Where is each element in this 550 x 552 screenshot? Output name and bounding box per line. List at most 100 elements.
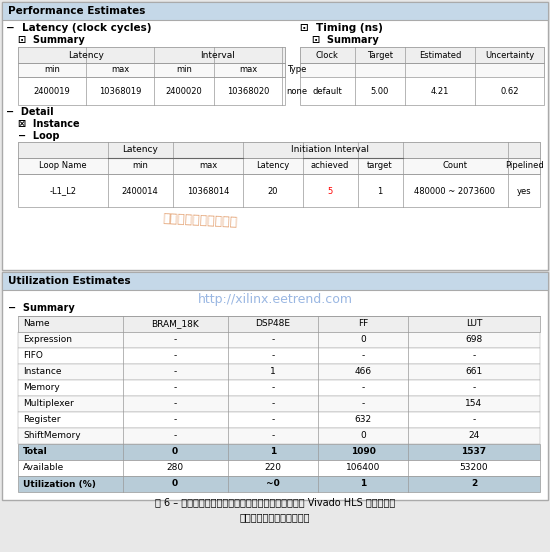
Bar: [18, 460, 540, 476]
Text: −  Detail: − Detail: [6, 107, 54, 117]
Bar: [300, 63, 544, 77]
Bar: [18, 332, 540, 348]
Bar: [18, 316, 540, 332]
Text: −  Loop: − Loop: [18, 131, 59, 141]
Text: FIFO: FIFO: [23, 352, 43, 360]
Text: achieved: achieved: [311, 162, 349, 171]
Text: -: -: [271, 416, 274, 424]
Text: -: -: [472, 416, 476, 424]
Text: Memory: Memory: [23, 384, 60, 392]
Text: target: target: [367, 162, 393, 171]
Text: 0: 0: [172, 480, 178, 489]
Bar: [18, 348, 540, 364]
Text: Clock: Clock: [316, 50, 338, 60]
Text: Latency: Latency: [122, 146, 158, 155]
Text: 创新网赛灵思中文社区: 创新网赛灵思中文社区: [162, 211, 238, 229]
Bar: [18, 476, 540, 492]
Text: 1: 1: [270, 448, 276, 457]
Text: -: -: [361, 400, 365, 408]
Text: LUT: LUT: [466, 320, 482, 328]
Text: 0: 0: [360, 336, 366, 344]
Text: Name: Name: [23, 320, 50, 328]
Text: DSP48E: DSP48E: [256, 320, 290, 328]
Bar: [18, 396, 540, 412]
Text: 1: 1: [270, 368, 276, 376]
Text: -: -: [173, 336, 177, 344]
Text: -: -: [271, 336, 274, 344]
Text: 698: 698: [465, 336, 483, 344]
Text: 0: 0: [172, 448, 178, 457]
Text: 4.21: 4.21: [431, 87, 449, 95]
Text: -: -: [173, 416, 177, 424]
Bar: [18, 63, 285, 77]
Text: 480000 ~ 2073600: 480000 ~ 2073600: [415, 187, 496, 195]
Text: Multiplexer: Multiplexer: [23, 400, 74, 408]
Text: max: max: [239, 66, 257, 75]
Text: -: -: [472, 384, 476, 392]
Text: 10368019: 10368019: [99, 87, 141, 95]
Bar: [18, 158, 540, 174]
Text: 0.62: 0.62: [500, 87, 519, 95]
Bar: [18, 380, 540, 396]
Text: -: -: [361, 352, 365, 360]
Text: 10368020: 10368020: [227, 87, 269, 95]
Text: min: min: [176, 66, 192, 75]
Text: Performance Estimates: Performance Estimates: [8, 6, 145, 16]
Text: 220: 220: [265, 464, 282, 473]
Text: 24: 24: [469, 432, 480, 440]
Text: ⊡  Timing (ns): ⊡ Timing (ns): [300, 23, 383, 33]
Text: -: -: [173, 352, 177, 360]
Text: -: -: [173, 400, 177, 408]
Bar: [2, 2, 548, 20]
Bar: [2, 272, 548, 500]
Bar: [18, 412, 540, 428]
Text: ShiftMemory: ShiftMemory: [23, 432, 81, 440]
Bar: [18, 364, 540, 380]
Bar: [18, 142, 540, 207]
Text: Instance: Instance: [23, 368, 62, 376]
Bar: [300, 47, 544, 105]
Text: Utilization Estimates: Utilization Estimates: [8, 276, 131, 286]
Text: ⊡  Summary: ⊡ Summary: [18, 35, 85, 45]
Text: -L1_L2: -L1_L2: [50, 187, 76, 195]
Text: -: -: [173, 432, 177, 440]
Text: -: -: [271, 432, 274, 440]
Text: ~0: ~0: [266, 480, 280, 489]
Text: 1537: 1537: [461, 448, 487, 457]
Text: Total: Total: [23, 448, 48, 457]
Text: Utilization (%): Utilization (%): [23, 480, 96, 489]
Bar: [2, 2, 548, 270]
Text: http://xilinx.eetrend.com: http://xilinx.eetrend.com: [197, 294, 353, 306]
Text: 661: 661: [465, 368, 483, 376]
Bar: [18, 47, 285, 63]
Bar: [2, 272, 548, 290]
Text: 2400020: 2400020: [166, 87, 202, 95]
Text: Interval: Interval: [201, 50, 235, 60]
Text: Pipelined: Pipelined: [505, 162, 543, 171]
Text: 53200: 53200: [460, 464, 488, 473]
Text: none: none: [287, 87, 307, 95]
Text: -: -: [173, 368, 177, 376]
Text: yes: yes: [516, 187, 531, 195]
Text: 2: 2: [471, 480, 477, 489]
Text: 5.00: 5.00: [371, 87, 389, 95]
Text: FF: FF: [358, 320, 368, 328]
Text: −  Latency (clock cycles): − Latency (clock cycles): [6, 23, 151, 33]
Text: -: -: [173, 384, 177, 392]
Text: -: -: [271, 352, 274, 360]
Text: −  Summary: − Summary: [8, 303, 75, 313]
Text: Uncertainty: Uncertainty: [485, 50, 535, 60]
Text: 632: 632: [354, 416, 372, 424]
Bar: [18, 428, 540, 444]
Bar: [18, 47, 285, 105]
Text: ⊠  Instance: ⊠ Instance: [18, 119, 80, 129]
Text: 10368014: 10368014: [187, 187, 229, 195]
Text: 106400: 106400: [346, 464, 380, 473]
Text: default: default: [312, 87, 342, 95]
Text: -: -: [472, 352, 476, 360]
Text: 图 6 – 初级中值参考滤波器作为有效顶层函数使用时的 Vivado HLS 性能估算；
吞吐量与理想值相距甚远。: 图 6 – 初级中值参考滤波器作为有效顶层函数使用时的 Vivado HLS 性…: [155, 497, 395, 522]
Text: Target: Target: [367, 50, 393, 60]
Text: 0: 0: [360, 432, 366, 440]
Text: ⊡  Summary: ⊡ Summary: [312, 35, 379, 45]
Text: BRAM_18K: BRAM_18K: [151, 320, 199, 328]
